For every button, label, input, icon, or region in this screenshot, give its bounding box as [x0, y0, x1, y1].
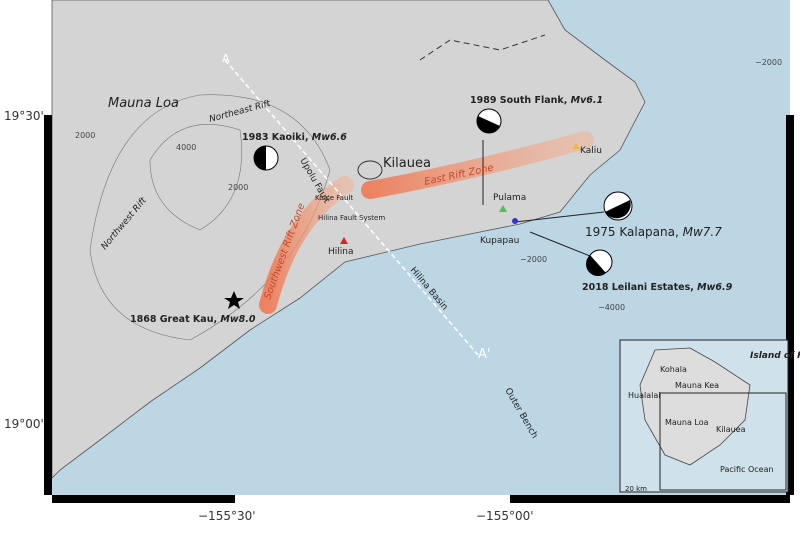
beachball [476, 116, 500, 134]
fault-line [419, 34, 546, 61]
label: Kilauea [383, 156, 431, 171]
contour-label: −2000 [520, 255, 547, 264]
contour-label: 2000 [228, 183, 248, 192]
inset-label: Mauna Loa [665, 418, 709, 427]
shape [639, 347, 751, 466]
contour-line [149, 123, 242, 231]
lon-label: −155°30' [198, 509, 256, 523]
lat-label: 19°30' [4, 109, 44, 123]
contour-label: 2000 [75, 131, 95, 140]
label: A' [478, 347, 490, 362]
label: Hilina [328, 247, 354, 257]
beachball [254, 146, 266, 170]
event-label: 1975 Kalapana, Mw7.7 [585, 225, 722, 239]
shape: Mw7.7 [683, 225, 723, 239]
shape: 1989 South Flank, [470, 95, 571, 106]
label: Koa'e Fault [315, 194, 353, 202]
leader [529, 231, 591, 257]
label: Mauna Loa [108, 96, 179, 111]
axis-bar [52, 495, 235, 503]
southwest-rift-zone [259, 176, 354, 314]
shape: Mw6.9 [697, 282, 732, 293]
inset-label: Pacific Ocean [720, 465, 774, 474]
shape [659, 392, 787, 491]
shape: 2018 Leilani Estates, [582, 282, 697, 293]
profile-line [224, 59, 479, 356]
event-label: 1989 South Flank, Mv6.1 [470, 95, 603, 106]
lat-label: 19°00' [4, 417, 44, 431]
inset-label: Kohala [660, 365, 687, 374]
shape: 1975 Kalapana, [585, 225, 683, 239]
label: Kaliu [580, 146, 602, 156]
axis-bar [510, 495, 790, 503]
shape: Mw6.6 [312, 132, 347, 143]
caldera [357, 160, 383, 180]
beachball [585, 255, 606, 277]
contour-line [89, 94, 331, 341]
marker [572, 143, 580, 149]
shape: Mv6.1 [571, 95, 603, 106]
marker [512, 218, 518, 224]
shape: Mw8.0 [220, 314, 255, 325]
shape: 1868 Great Kau, [130, 314, 220, 325]
star [224, 291, 244, 309]
contour-label: −2000 [755, 58, 782, 67]
lon-label: −155°00' [476, 509, 534, 523]
event-label: 1983 Kaoiki, Mw6.6 [242, 132, 347, 143]
inset-scale: 20 km [625, 485, 647, 493]
label: A [222, 52, 230, 65]
axis-bar [786, 115, 794, 495]
contour-label: 4000 [176, 143, 196, 152]
inset-title: Island of Hawai'i [750, 351, 800, 361]
leader [514, 211, 605, 223]
axis-bar [44, 115, 52, 495]
contour-label: −4000 [598, 303, 625, 312]
event-label: 2018 Leilani Estates, Mw6.9 [582, 282, 733, 293]
event-label: 1868 Great Kau, Mw8.0 [130, 314, 256, 325]
east-rift-zone [361, 131, 594, 199]
label: Kupapau [480, 236, 519, 246]
inset-label: Kilauea [716, 425, 746, 434]
marker [340, 237, 348, 244]
label: Hilina Fault System [318, 214, 385, 222]
beachball [605, 200, 631, 219]
marker [499, 205, 507, 212]
inset-label: Mauna Kea [675, 381, 719, 390]
shape: 1983 Kaoiki, [242, 132, 312, 143]
inset-label: Hualalai [628, 391, 660, 400]
inset: Island of Hawai'i Kohala Mauna Kea Huala… [619, 339, 800, 493]
label: Pulama [493, 193, 526, 203]
